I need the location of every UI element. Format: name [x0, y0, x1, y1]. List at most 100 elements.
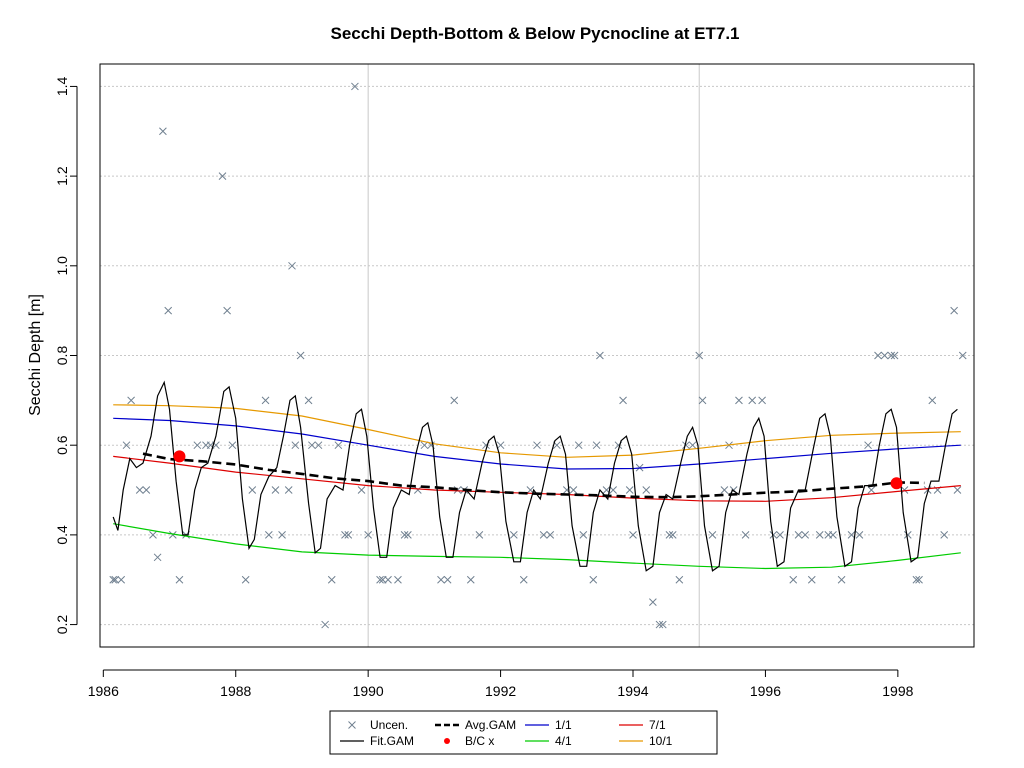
uncen-point-112: [864, 441, 872, 450]
uncen-point-117: [890, 351, 899, 360]
uncen-point-102: [789, 575, 798, 584]
chart-title: Secchi Depth-Bottom & Below Pycnocline a…: [330, 24, 739, 43]
uncen-point-56: [466, 575, 475, 584]
legend-item-4-1: 4/1: [525, 734, 572, 748]
uncen-point-19: [223, 306, 231, 315]
uncen-point-14: [193, 441, 202, 450]
axes: 1986 1988 1990 1992 1994 1996 1998 0.2 0.4 0.6 0.8…: [54, 76, 914, 699]
uncen-point-57: [475, 531, 484, 539]
uncen-point-78: [625, 486, 634, 494]
x-tick-label-3: 1992: [485, 683, 516, 699]
series-line-avg-gam: [142, 452, 925, 499]
uncen-point-98: [748, 396, 757, 405]
uncen-point-33: [314, 441, 323, 450]
uncen-point-9: [159, 127, 167, 136]
uncen-point-101: [776, 531, 784, 539]
legend-item-avg-gam: Avg.GAM: [435, 718, 516, 732]
legend-symbol-b-c-x: [444, 738, 450, 744]
uncen-point-92: [708, 531, 717, 539]
uncen-point-72: [592, 441, 601, 450]
legend-label-avg-gam: Avg.GAM: [465, 718, 516, 732]
uncen-point-121: [915, 575, 923, 584]
y-tick-label-4: 1.0: [54, 256, 70, 276]
uncen-point-37: [341, 531, 349, 539]
uncen-point-30: [296, 351, 305, 360]
uncen-point-5: [135, 486, 144, 494]
uncen-point-111: [855, 531, 864, 539]
x-tick-label-4: 1994: [617, 683, 648, 699]
uncen-point-106: [815, 531, 824, 539]
y-tick-label-6: 1.4: [54, 76, 70, 96]
series-layer: [109, 82, 967, 629]
uncen-point-69: [574, 441, 583, 450]
bc-point-0: [173, 450, 186, 463]
uncen-point-31: [304, 396, 313, 405]
legend-item-1-1: 1/1: [525, 718, 572, 732]
uncen-point-126: [950, 306, 958, 315]
uncen-point-21: [241, 575, 250, 584]
legend-item-uncen: Uncen.: [348, 718, 408, 732]
uncen-point-128: [958, 351, 967, 360]
uncen-point-122: [923, 486, 932, 494]
uncen-point-34: [321, 620, 329, 629]
uncen-point-38: [344, 531, 353, 539]
uncen-point-123: [928, 396, 937, 405]
uncen-point-2: [117, 575, 126, 584]
uncen-point-1: [111, 575, 120, 584]
uncen-point-46: [400, 531, 409, 539]
uncen-point-18: [218, 172, 227, 180]
y-tick-label-5: 1.2: [54, 166, 70, 186]
legend-label-7-1: 7/1: [649, 718, 666, 732]
legend-label-fit-gam: Fit.GAM: [370, 734, 414, 748]
uncen-point-93: [720, 486, 729, 494]
uncen-point-12: [175, 575, 184, 584]
uncen-point-90: [695, 351, 704, 360]
series-10-1: [113, 404, 961, 458]
x-tick-label-5: 1996: [750, 683, 781, 699]
uncen-point-36: [334, 441, 343, 450]
uncen-point-65: [546, 531, 555, 539]
series-line-4-1: [113, 523, 961, 570]
uncen-point-41: [364, 531, 373, 539]
uncen-point-86: [668, 531, 677, 539]
uncen-point-45: [394, 575, 402, 584]
legend-item-b-c-x: B/C x: [444, 734, 494, 748]
legend: Uncen. Fit.GAM Avg.GAM B/C x 1/1 4/1 7/1 10/1: [329, 710, 718, 755]
uncen-point-60: [509, 531, 518, 539]
legend-label-1-1: 1/1: [555, 718, 572, 732]
series-avg-gam: [142, 452, 925, 499]
uncen-point-91: [698, 396, 707, 405]
uncen-point-110: [847, 531, 856, 539]
uncen-point-96: [735, 396, 743, 405]
bc-point-1: [890, 477, 903, 490]
uncen-point-84: [658, 620, 667, 629]
series-b-c-x: [173, 450, 903, 490]
uncen-point-49: [420, 441, 429, 450]
uncen-point-125: [940, 531, 949, 539]
uncen-point-32: [308, 441, 316, 450]
uncen-point-4: [127, 396, 135, 405]
uncen-point-105: [807, 575, 816, 584]
uncen-point-64: [539, 531, 548, 539]
uncen-point-81: [642, 486, 651, 494]
uncen-point-42: [376, 575, 384, 584]
legend-symbol-uncen: [348, 721, 356, 729]
uncen-point-63: [533, 441, 541, 450]
legend-label-10-1: 10/1: [649, 734, 673, 748]
y-axis-label: Secchi Depth [m]: [27, 294, 44, 416]
uncen-point-119: [903, 531, 912, 539]
uncen-point-53: [450, 396, 459, 405]
uncen-point-85: [665, 531, 674, 539]
uncen-point-71: [589, 575, 598, 584]
uncen-point-52: [443, 575, 452, 584]
uncen-point-8: [153, 553, 162, 562]
uncen-point-70: [579, 531, 588, 539]
uncen-point-82: [649, 598, 657, 607]
uncen-point-11: [168, 531, 177, 539]
legend-label-uncen: Uncen.: [370, 718, 408, 732]
uncen-point-127: [953, 486, 962, 494]
x-tick-label-6: 1998: [882, 683, 913, 699]
uncen-point-27: [284, 486, 293, 494]
